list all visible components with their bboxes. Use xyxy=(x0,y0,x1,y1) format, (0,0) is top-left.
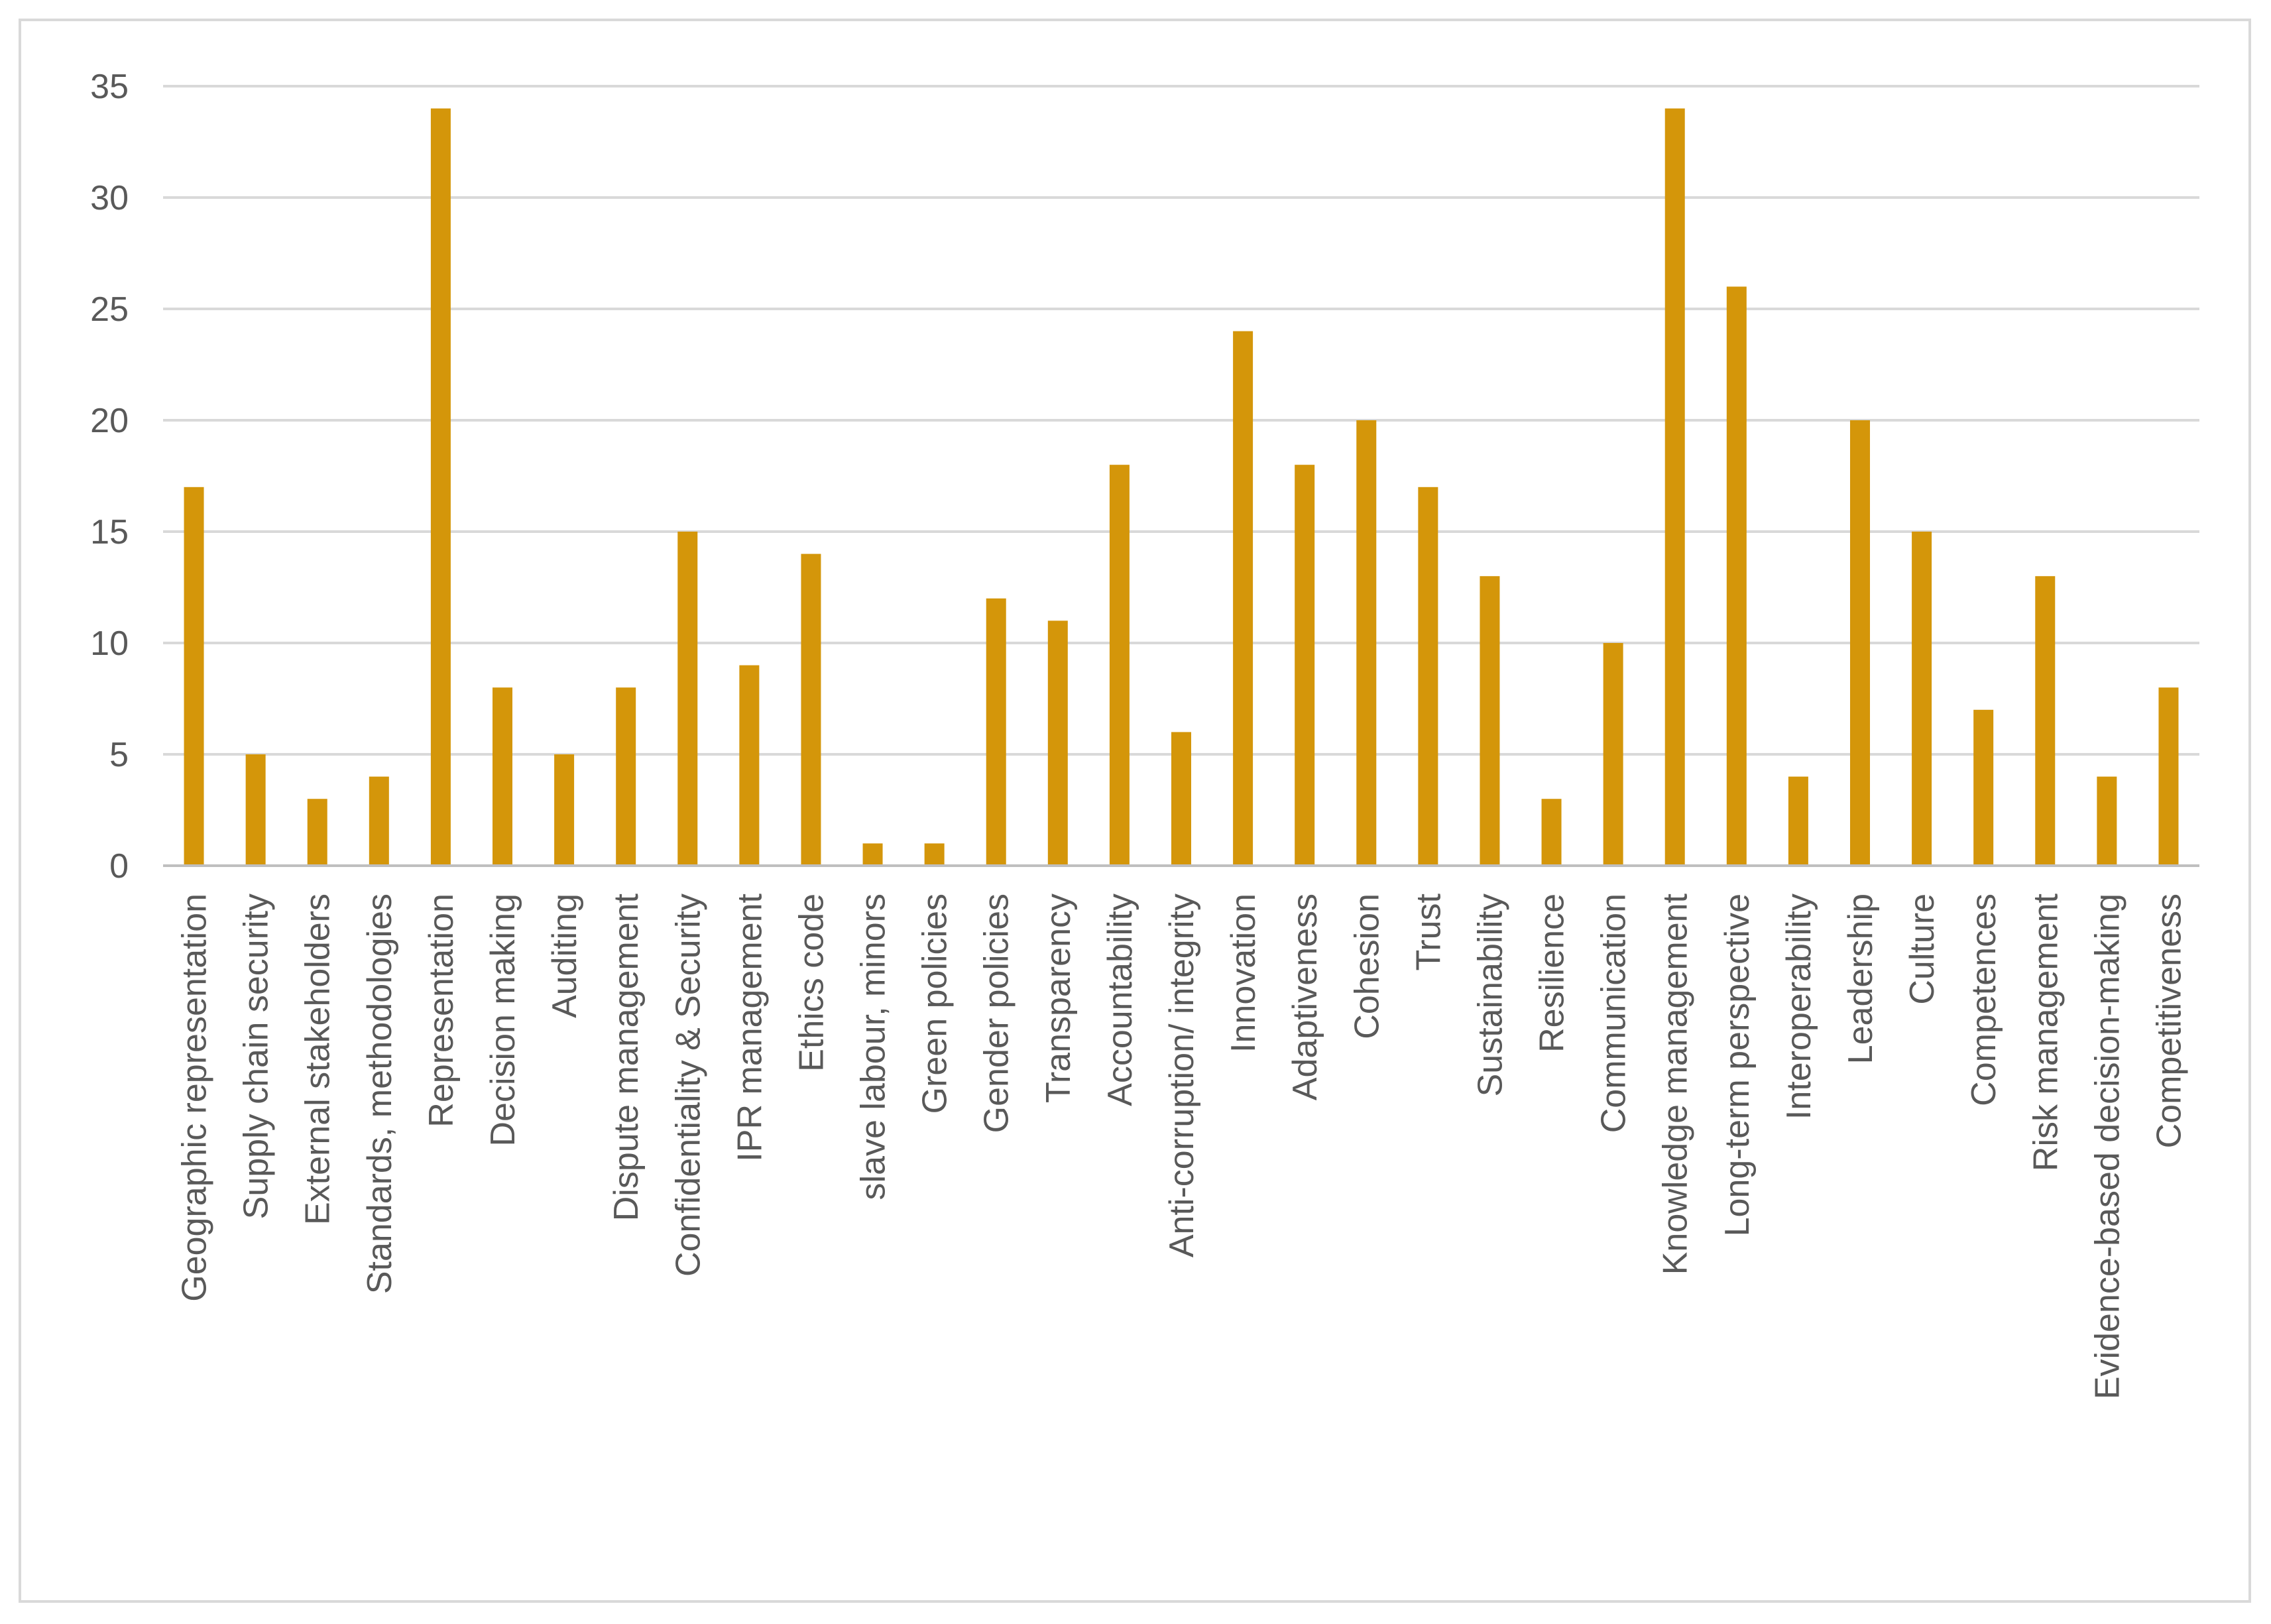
x-category-label: Resilience xyxy=(1533,894,1572,1053)
x-category-label: Auditing xyxy=(546,894,584,1018)
y-tick-label: 25 xyxy=(90,290,129,329)
bar-risk-management xyxy=(2035,576,2056,866)
bar-competences xyxy=(1973,709,1994,866)
x-category-label: Geographic representation xyxy=(176,894,214,1302)
y-tick-label: 0 xyxy=(109,847,129,886)
x-category-label: Interoperability xyxy=(1780,894,1818,1120)
bars xyxy=(184,108,2179,866)
bar-external-stakeholders xyxy=(307,799,327,866)
bar-adaptiveness xyxy=(1295,465,1315,866)
x-category-label: Accountability xyxy=(1101,894,1139,1106)
x-category-label: Dispute management xyxy=(607,893,646,1221)
x-category-label: Long-term perspective xyxy=(1718,894,1757,1236)
y-axis-tick-labels: 0 5 10 15 20 25 30 35 xyxy=(90,68,129,886)
x-category-label: Anti-corruption/ integrity xyxy=(1163,894,1201,1257)
bar-communication xyxy=(1603,643,1623,866)
x-category-label: Cohesion xyxy=(1348,894,1386,1039)
x-category-label: External stakeholders xyxy=(299,894,337,1225)
bar-cohesion xyxy=(1356,420,1377,866)
chart-frame: 0 5 10 15 20 25 30 35 Geographic representation… xyxy=(19,19,2251,1603)
x-category-label: Leadership xyxy=(1841,894,1880,1064)
y-tick-label: 30 xyxy=(90,179,129,217)
y-tick-label: 10 xyxy=(90,624,129,663)
y-tick-label: 35 xyxy=(90,68,129,106)
y-tick-label: 5 xyxy=(109,736,129,774)
x-category-label: Culture xyxy=(1903,894,1942,1005)
x-category-label: Trust xyxy=(1409,893,1448,970)
bar-confidentiality-security xyxy=(677,532,698,866)
bar-evidence-based-decision-making xyxy=(2097,776,2117,866)
bar-sustainability xyxy=(1480,576,1500,866)
x-category-label: Decision making xyxy=(484,894,522,1147)
bar-culture xyxy=(1912,532,1932,866)
bar-ethics-code xyxy=(801,553,821,866)
bar-competitiveness xyxy=(2158,687,2179,866)
bar-transparency xyxy=(1047,620,1068,866)
bar-green-policies xyxy=(924,843,945,866)
x-category-label: Standards, methodologies xyxy=(361,894,399,1294)
bar-leadership xyxy=(1850,420,1870,866)
bar-dispute-management xyxy=(616,687,636,866)
bar-innovation xyxy=(1233,331,1253,866)
bar-supply-chain-security xyxy=(245,754,266,866)
bar-trust xyxy=(1418,487,1438,866)
bar-anti-corruption-integrity xyxy=(1171,732,1191,866)
bar-accountability xyxy=(1109,465,1130,866)
bar-representation xyxy=(430,108,451,866)
x-category-label: Green policies xyxy=(916,894,955,1114)
bar-decision-making xyxy=(493,687,512,866)
x-category-label: IPR management xyxy=(730,893,769,1161)
x-category-label: Sustainability xyxy=(1471,894,1509,1096)
x-category-label: Competitiveness xyxy=(2150,894,2188,1148)
gridlines xyxy=(163,85,2199,756)
x-axis-category-labels: Geographic representation Supply chain se… xyxy=(176,893,2189,1399)
bar-chart: 0 5 10 15 20 25 30 35 Geographic representation… xyxy=(90,68,2199,1399)
bar-gender-policies xyxy=(986,598,1006,866)
x-category-label: Supply chain security xyxy=(237,894,276,1219)
bar-geographic-representation xyxy=(184,487,204,866)
x-category-label: Innovation xyxy=(1224,894,1263,1053)
y-tick-label: 20 xyxy=(90,402,129,440)
y-tick-label: 15 xyxy=(90,513,129,551)
x-category-label: Risk management xyxy=(2026,893,2065,1171)
x-category-label: Communication xyxy=(1595,894,1633,1133)
x-category-label: Competences xyxy=(1965,894,2003,1106)
x-category-label: Transparency xyxy=(1039,894,1078,1103)
bar-standards-methodologies xyxy=(369,776,389,866)
x-category-label: Confidentiality & Security xyxy=(669,894,707,1277)
bar-interoperability xyxy=(1788,776,1808,866)
x-category-label: Evidence-based decision-making xyxy=(2088,894,2126,1399)
bar-slave-labour-minors xyxy=(862,843,883,866)
x-category-label: Adaptiveness xyxy=(1286,894,1324,1100)
bar-resilience xyxy=(1541,799,1562,866)
bar-auditing xyxy=(554,754,575,866)
bar-knowledge-management xyxy=(1664,108,1685,866)
x-category-label: Representation xyxy=(422,894,461,1128)
x-category-label: Ethics code xyxy=(792,894,831,1072)
x-category-label: Gender policies xyxy=(978,894,1016,1133)
x-category-label: Knowledge management xyxy=(1657,893,1695,1275)
x-category-label: slave labour, minors xyxy=(854,894,893,1200)
bar-long-term-perspective xyxy=(1726,286,1747,866)
bar-ipr-management xyxy=(739,665,760,866)
